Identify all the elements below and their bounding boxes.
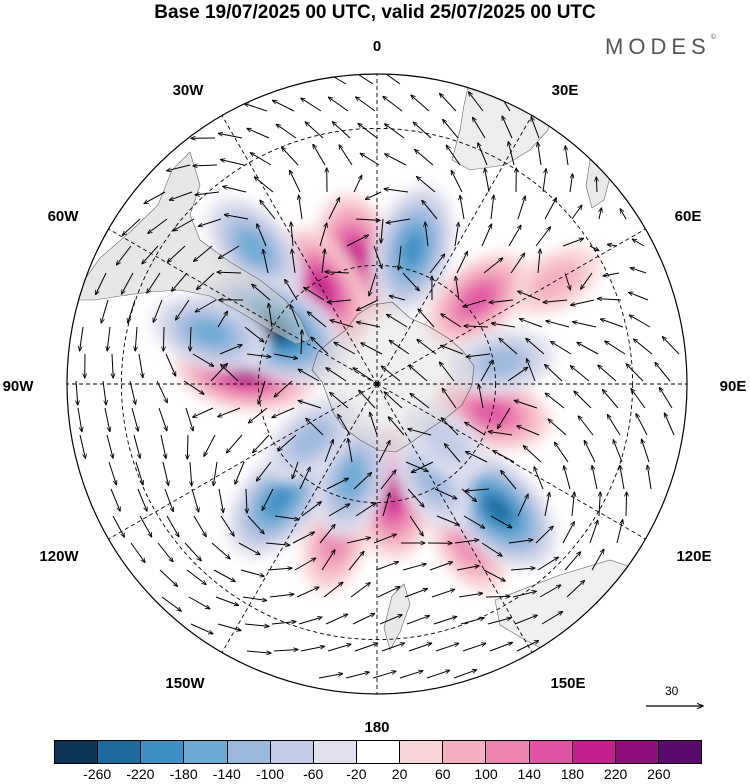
- reference-vector-label: 30: [665, 684, 678, 698]
- label-150e: 150E: [550, 675, 585, 692]
- label-90e: 90E: [720, 378, 747, 395]
- colorbar-tick-12: 220: [604, 766, 627, 782]
- colorbar-tick-5: -60: [303, 766, 323, 782]
- colorbar-tick-3: -140: [213, 766, 241, 782]
- colorbar-tick-6: -20: [346, 766, 366, 782]
- colorbar-swatch-7: [357, 741, 400, 763]
- colorbar-swatch-2: [141, 741, 184, 763]
- map-disk: [60, 70, 700, 700]
- label-30w: 30W: [173, 82, 205, 99]
- wind-vector-142: [163, 327, 164, 351]
- colorbar-tick-8: 60: [435, 766, 451, 782]
- label-60e: 60E: [675, 208, 702, 225]
- pole-dot: [375, 382, 379, 386]
- colorbar-swatch-10: [486, 741, 529, 763]
- colorbar-swatch-3: [184, 741, 227, 763]
- colorbar-tick-1: -220: [126, 766, 154, 782]
- wind-vector-363: [486, 596, 510, 597]
- colorbar-swatch-4: [228, 741, 271, 763]
- colorbar-tick-2: -180: [170, 766, 198, 782]
- colorbar-ticks: -260 -220 -180 -140 -100 -60 -20 20 60 100 140 180 2…: [0, 766, 750, 784]
- colorbar-tick-11: 180: [561, 766, 584, 782]
- label-120w: 120W: [39, 548, 79, 565]
- colorbar-swatch-12: [573, 741, 616, 763]
- label-120e: 120E: [676, 548, 711, 565]
- colorbar-swatch-8: [400, 741, 443, 763]
- colorbar: [54, 740, 702, 764]
- label-150w: 150W: [165, 675, 205, 692]
- colorbar-swatch-14: [659, 741, 701, 763]
- colorbar-tick-9: 100: [474, 766, 497, 782]
- colorbar-tick-0: -260: [83, 766, 111, 782]
- colorbar-tick-10: 140: [518, 766, 541, 782]
- colorbar-tick-4: -100: [256, 766, 284, 782]
- colorbar-swatch-11: [530, 741, 573, 763]
- colorbar-swatch-0: [55, 741, 98, 763]
- wind-vector-314: [626, 492, 627, 516]
- label-0: 0: [373, 38, 381, 55]
- label-60w: 60W: [48, 208, 80, 225]
- colorbar-tick-7: 20: [392, 766, 408, 782]
- colorbar-swatch-1: [98, 741, 141, 763]
- colorbar-swatch-9: [443, 741, 486, 763]
- wind-vector-234: [187, 435, 188, 459]
- wind-vector-57: [596, 177, 597, 192]
- colorbar-tick-13: 260: [647, 766, 670, 782]
- colorbar-swatch-5: [271, 741, 314, 763]
- colorbar-swatch-13: [616, 741, 659, 763]
- label-90w: 90W: [3, 378, 35, 395]
- label-180: 180: [364, 719, 389, 736]
- colorbar-swatch-6: [314, 741, 357, 763]
- label-30e: 30E: [552, 82, 579, 99]
